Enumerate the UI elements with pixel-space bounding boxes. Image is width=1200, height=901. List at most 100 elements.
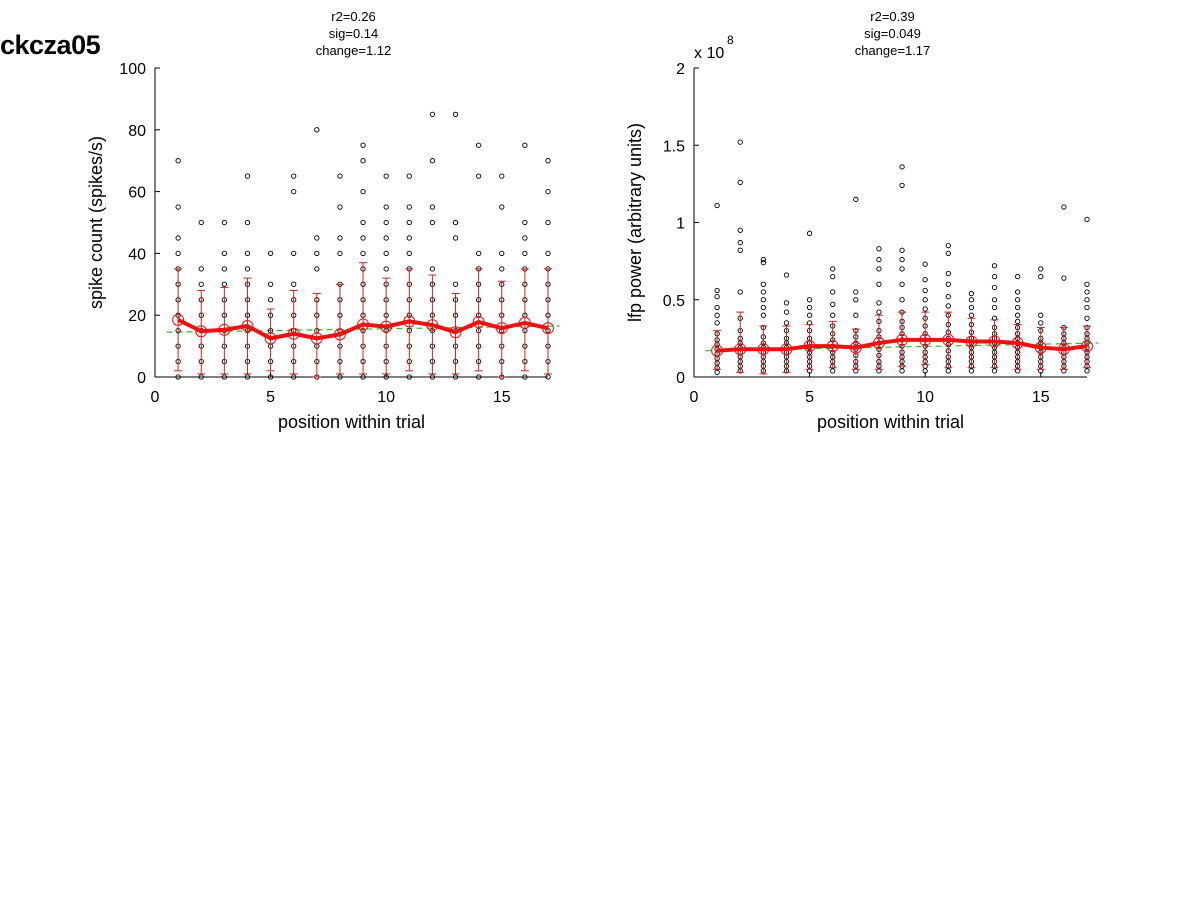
data-point xyxy=(899,281,905,287)
data-point xyxy=(806,304,813,311)
mean-marker xyxy=(896,333,909,346)
data-point xyxy=(968,368,975,374)
data-point xyxy=(1084,281,1090,287)
data-point xyxy=(337,204,343,210)
mean-marker xyxy=(426,319,439,332)
data-point xyxy=(899,266,905,272)
x-tick-label: 0 xyxy=(690,389,699,406)
page-title: ckcza05 xyxy=(0,30,101,60)
mean-marker xyxy=(988,335,1001,348)
x-tick-label: 15 xyxy=(493,389,511,406)
data-point xyxy=(244,266,251,272)
mean-marker xyxy=(734,343,747,356)
data-point xyxy=(175,250,181,257)
data-point xyxy=(291,250,297,257)
data-point xyxy=(1084,297,1090,303)
data-point xyxy=(714,202,720,209)
data-point xyxy=(945,368,951,374)
data-point xyxy=(876,300,882,306)
data-point xyxy=(291,281,297,287)
data-point xyxy=(475,374,482,380)
data-point xyxy=(760,256,767,263)
data-point xyxy=(198,219,204,226)
mean-marker xyxy=(919,333,932,346)
y-tick-label: 40 xyxy=(128,246,146,263)
data-point xyxy=(267,374,274,380)
data-point xyxy=(737,179,743,185)
data-point xyxy=(522,250,528,257)
data-point xyxy=(314,266,320,272)
data-point xyxy=(244,250,251,257)
data-point xyxy=(429,374,436,380)
data-point xyxy=(876,246,882,252)
data-point xyxy=(221,250,228,257)
data-point xyxy=(737,227,743,233)
data-point xyxy=(1084,368,1090,374)
y-tick-label: 100 xyxy=(119,61,146,78)
data-point xyxy=(853,312,859,318)
y-tick-label: 80 xyxy=(128,123,146,140)
data-point xyxy=(175,235,181,241)
y-tick-label: 0 xyxy=(137,370,146,387)
data-point xyxy=(945,294,951,300)
data-point xyxy=(522,142,528,148)
mean-marker xyxy=(1057,343,1070,356)
data-point xyxy=(383,204,389,210)
data-point xyxy=(922,287,928,294)
y-tick-label: 60 xyxy=(128,185,146,202)
data-point xyxy=(221,281,228,287)
data-point xyxy=(830,368,836,374)
data-point xyxy=(760,312,767,318)
mean-line xyxy=(716,337,1088,353)
data-point xyxy=(714,312,720,318)
data-point xyxy=(360,219,366,226)
mean-marker xyxy=(264,332,277,345)
data-point xyxy=(991,263,998,269)
y-tick-label: 1 xyxy=(676,216,685,233)
data-point xyxy=(406,374,412,380)
data-point xyxy=(522,235,528,241)
y-axis-label: spike count (spikes/s) xyxy=(86,136,106,309)
mean-marker xyxy=(849,341,862,354)
data-point xyxy=(314,235,320,241)
data-point xyxy=(876,281,882,287)
mean-marker xyxy=(1034,341,1047,354)
mean-marker xyxy=(872,337,885,350)
data-point xyxy=(876,256,882,263)
data-point xyxy=(945,281,951,287)
data-point xyxy=(198,266,204,272)
data-point xyxy=(452,219,459,226)
data-point xyxy=(876,266,882,272)
data-point xyxy=(406,204,412,210)
data-point xyxy=(291,374,297,380)
data-point xyxy=(360,188,366,195)
data-point xyxy=(429,219,436,226)
data-point xyxy=(737,247,743,253)
data-point xyxy=(429,266,436,272)
y-tick-label: 0.5 xyxy=(663,293,685,310)
data-point xyxy=(714,287,720,294)
data-point xyxy=(267,250,274,257)
data-point xyxy=(337,173,343,179)
y-tick-label: 2 xyxy=(676,61,685,78)
mean-marker xyxy=(357,318,370,331)
x-axis-label: position within trial xyxy=(278,412,425,432)
data-point xyxy=(291,188,297,195)
data-point xyxy=(267,297,274,303)
y-tick-label: 20 xyxy=(128,308,146,325)
data-point xyxy=(991,284,998,291)
data-point xyxy=(760,304,767,311)
data-point xyxy=(760,289,767,295)
data-point xyxy=(830,312,836,318)
data-point xyxy=(899,164,905,170)
mean-marker xyxy=(195,325,208,338)
data-point xyxy=(968,304,975,311)
data-point xyxy=(806,312,813,318)
data-point xyxy=(922,306,928,312)
data-point xyxy=(968,290,975,297)
data-point xyxy=(267,281,274,287)
data-point xyxy=(198,374,204,380)
chart-title-line: change=1.17 xyxy=(855,43,931,58)
mean-marker xyxy=(542,322,554,335)
